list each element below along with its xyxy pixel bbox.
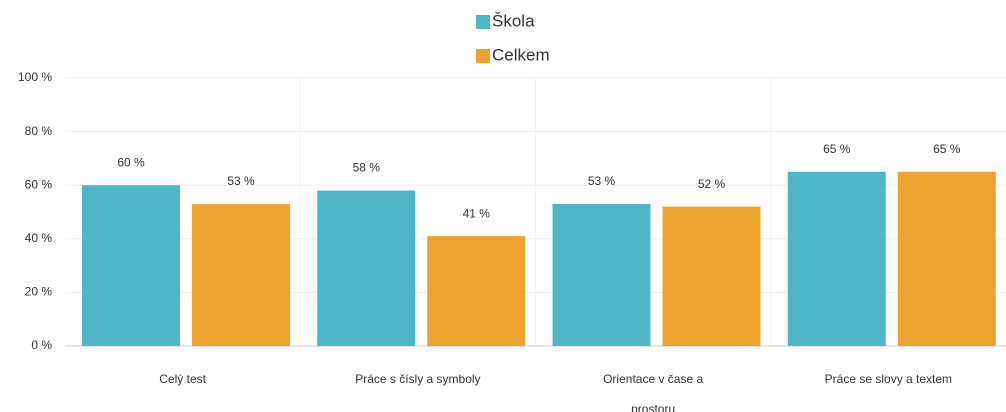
legend-label: Celkem bbox=[492, 45, 550, 64]
bar bbox=[317, 190, 416, 346]
bar bbox=[82, 185, 180, 346]
bar bbox=[192, 203, 290, 346]
data-label: 41 % bbox=[463, 206, 491, 220]
bar bbox=[427, 236, 526, 346]
x-tick-label: Orientace v čase a prostoru bbox=[603, 372, 704, 412]
bar bbox=[552, 203, 651, 346]
legend-swatch bbox=[476, 49, 490, 63]
x-tick-label: Celý test bbox=[159, 372, 206, 386]
data-label: 53 % bbox=[588, 174, 616, 188]
bar bbox=[787, 171, 886, 346]
data-label: 58 % bbox=[353, 161, 381, 175]
y-tick-label: 0 % bbox=[31, 338, 52, 352]
data-label: 52 % bbox=[698, 177, 726, 191]
data-label: 65 % bbox=[823, 142, 851, 156]
data-label: 53 % bbox=[227, 174, 255, 188]
y-tick-label: 80 % bbox=[25, 124, 53, 138]
y-tick-label: 60 % bbox=[25, 177, 53, 191]
legend-swatch bbox=[476, 15, 490, 29]
x-tick-label: Práce se slovy a textem bbox=[824, 372, 953, 386]
legend-label: Škola bbox=[492, 11, 535, 30]
y-tick-label: 20 % bbox=[25, 285, 53, 299]
bar bbox=[662, 206, 761, 346]
data-label: 60 % bbox=[117, 155, 145, 169]
bar bbox=[897, 171, 996, 346]
y-tick-label: 100 % bbox=[18, 70, 52, 84]
data-label: 65 % bbox=[933, 142, 961, 156]
y-tick-label: 40 % bbox=[25, 231, 53, 245]
x-tick-label: Práce s čísly a symboly bbox=[355, 372, 481, 386]
